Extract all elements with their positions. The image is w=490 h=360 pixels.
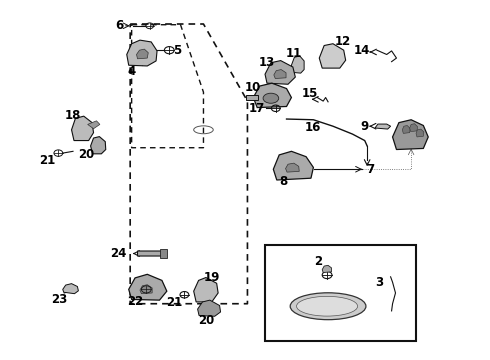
Polygon shape	[129, 274, 167, 300]
Polygon shape	[286, 163, 299, 172]
Text: 16: 16	[304, 121, 320, 134]
Polygon shape	[72, 116, 94, 140]
Polygon shape	[63, 284, 78, 294]
Polygon shape	[127, 40, 157, 66]
Polygon shape	[88, 121, 100, 129]
Polygon shape	[194, 278, 218, 302]
Polygon shape	[138, 251, 164, 256]
Polygon shape	[319, 44, 345, 68]
Polygon shape	[265, 60, 295, 84]
Text: 10: 10	[245, 81, 262, 94]
Polygon shape	[253, 83, 292, 108]
Polygon shape	[416, 129, 424, 137]
Polygon shape	[160, 249, 167, 258]
Text: 21: 21	[166, 296, 182, 309]
Polygon shape	[137, 49, 148, 59]
Text: 24: 24	[110, 247, 126, 260]
Polygon shape	[91, 136, 106, 154]
Text: 21: 21	[40, 154, 56, 167]
Text: 9: 9	[360, 120, 368, 133]
Polygon shape	[273, 151, 314, 180]
Ellipse shape	[290, 293, 366, 320]
Polygon shape	[375, 124, 391, 129]
Polygon shape	[292, 56, 304, 73]
Text: 3: 3	[375, 276, 384, 289]
Text: 2: 2	[314, 255, 322, 268]
Text: 4: 4	[127, 65, 136, 78]
Ellipse shape	[296, 296, 358, 316]
Text: 7: 7	[366, 163, 374, 176]
Text: 8: 8	[279, 175, 287, 188]
Text: 15: 15	[301, 87, 318, 100]
Text: 18: 18	[65, 109, 81, 122]
Ellipse shape	[263, 93, 279, 103]
Text: 23: 23	[51, 293, 68, 306]
Text: 6: 6	[115, 19, 123, 32]
Text: 20: 20	[78, 148, 95, 161]
Text: 5: 5	[173, 44, 182, 57]
Polygon shape	[392, 120, 428, 149]
Text: 20: 20	[198, 314, 214, 327]
Polygon shape	[197, 300, 220, 316]
Text: 12: 12	[335, 35, 351, 49]
Polygon shape	[140, 285, 152, 294]
Bar	[265, 244, 416, 341]
Polygon shape	[322, 265, 331, 273]
Text: 14: 14	[354, 44, 370, 57]
Text: 11: 11	[286, 47, 302, 60]
Text: 17: 17	[248, 102, 265, 115]
Text: 19: 19	[203, 271, 220, 284]
Text: 22: 22	[127, 295, 144, 308]
Text: 13: 13	[258, 56, 274, 69]
Polygon shape	[410, 124, 417, 132]
Polygon shape	[246, 95, 258, 100]
Polygon shape	[402, 126, 410, 134]
Polygon shape	[274, 69, 286, 78]
